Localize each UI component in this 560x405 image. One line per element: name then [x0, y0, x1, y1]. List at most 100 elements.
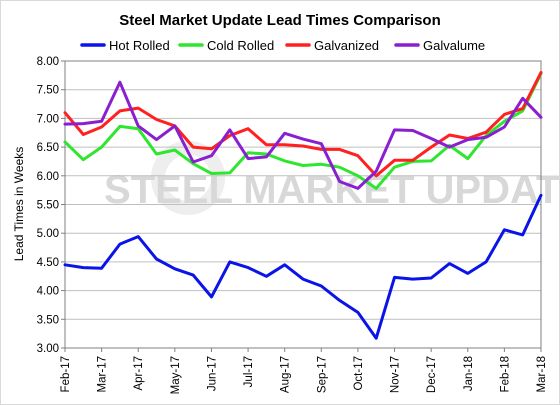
data-point: [448, 263, 451, 265]
data-point: [64, 264, 66, 266]
data-point: [229, 172, 231, 174]
x-tick-label: Feb-18: [499, 356, 511, 392]
data-point: [174, 149, 176, 151]
data-point: [265, 144, 267, 146]
x-tick-label: Mar-18: [536, 356, 548, 392]
watermark-text: STEEL MARKET UPDATE: [104, 168, 560, 212]
data-point: [503, 126, 505, 128]
data-point: [320, 143, 322, 145]
y-tick-label: 3.50: [37, 314, 59, 326]
x-tick-label: Sep-17: [316, 356, 328, 393]
data-point: [229, 261, 231, 263]
series-galvalume: [63, 80, 543, 190]
data-point: [448, 134, 451, 136]
data-point: [64, 123, 66, 125]
data-point: [192, 274, 194, 276]
data-point: [375, 187, 377, 190]
data-point: [412, 129, 414, 132]
data-point: [522, 110, 524, 112]
data-point: [393, 129, 396, 131]
x-tick-label: Feb-17: [60, 356, 72, 392]
y-tick-label: 5.00: [37, 228, 59, 240]
data-point: [503, 113, 505, 115]
data-point: [119, 243, 121, 245]
data-point: [247, 152, 249, 154]
data-point: [467, 139, 469, 141]
data-point: [393, 166, 396, 168]
legend-label: Galvalume: [423, 38, 485, 53]
y-axis-ticks: 3.00 3.50 4.00 4.50 5.00 5.50 6.00 6.50 7.00 7.50…: [37, 56, 65, 355]
data-point: [375, 170, 377, 172]
data-point: [210, 172, 213, 175]
y-tick-label: 3.00: [37, 343, 59, 355]
x-tick-label: Aug-17: [280, 356, 292, 393]
y-tick-label: 6.00: [37, 171, 59, 183]
data-point: [192, 161, 194, 163]
data-point: [155, 153, 158, 155]
data-point: [357, 155, 359, 157]
data-point: [174, 125, 176, 127]
data-point: [82, 267, 84, 269]
data-point: [247, 267, 249, 269]
data-point: [393, 276, 396, 278]
data-point: [265, 275, 267, 277]
plot-area-border: [64, 60, 542, 349]
data-point: [284, 144, 286, 146]
data-point: [320, 285, 322, 287]
data-point: [210, 155, 213, 157]
data-point: [339, 166, 341, 168]
data-point: [192, 146, 194, 148]
series-galvanized: [63, 71, 543, 178]
data-point: [430, 160, 432, 162]
data-point: [339, 148, 341, 150]
data-point: [430, 277, 432, 279]
data-point: [320, 163, 322, 165]
y-tick-label: 4.00: [37, 286, 59, 298]
data-point: [320, 148, 322, 150]
data-point: [540, 194, 542, 196]
data-point: [357, 175, 359, 177]
data-point: [155, 118, 158, 121]
data-point: [503, 229, 505, 231]
x-tick-label: May-17: [170, 356, 182, 394]
data-point: [119, 110, 121, 112]
data-point: [137, 128, 139, 130]
data-point: [101, 126, 103, 128]
data-point: [284, 160, 286, 162]
data-point: [485, 131, 487, 133]
data-point: [357, 187, 359, 190]
data-point: [302, 278, 304, 280]
series-group: [63, 71, 543, 340]
data-point: [540, 116, 542, 118]
y-tick-label: 5.50: [37, 200, 59, 212]
data-point: [155, 258, 158, 260]
data-point: [522, 234, 524, 236]
data-point: [210, 296, 213, 298]
data-point: [137, 107, 139, 109]
chart-legend: Hot Rolled Cold Rolled Galvanized Galvalume: [80, 38, 485, 53]
data-point: [247, 128, 249, 130]
chart-title: Steel Market Update Lead Times Compariso…: [119, 12, 440, 29]
x-tick-label: Mar-17: [97, 356, 109, 392]
watermark-swoosh: [151, 141, 225, 215]
data-point: [375, 175, 377, 177]
legend-label: Galvanized: [314, 38, 379, 53]
data-point: [174, 268, 176, 270]
data-point: [137, 125, 139, 127]
x-tick-label: Nov-17: [390, 356, 402, 393]
y-tick-label: 7.00: [37, 113, 59, 125]
data-point: [82, 133, 84, 136]
x-tick-label: Jan-18: [463, 356, 475, 391]
data-point: [265, 156, 267, 158]
data-point: [375, 337, 377, 339]
data-point: [101, 267, 103, 269]
data-point: [430, 146, 432, 148]
y-tick-label: 6.50: [37, 142, 59, 154]
data-point: [302, 138, 304, 140]
y-tick-label: 4.50: [37, 257, 59, 269]
data-point: [302, 145, 304, 147]
data-point: [522, 97, 524, 99]
data-point: [339, 299, 341, 301]
